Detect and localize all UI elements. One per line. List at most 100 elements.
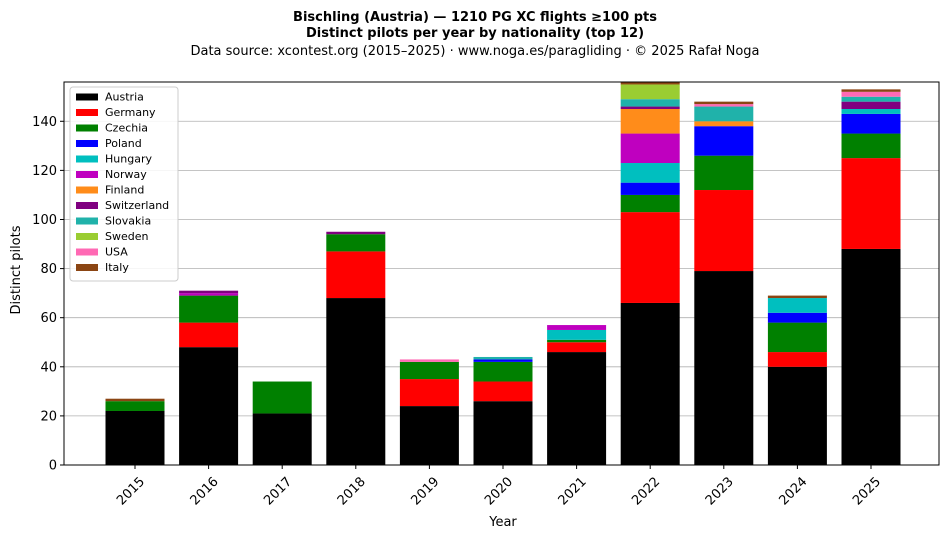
legend-swatch: [76, 93, 98, 101]
bar-segment: [547, 342, 607, 353]
bar-segment: [620, 212, 680, 303]
x-tick-label: 2015: [114, 474, 148, 508]
legend-swatch: [76, 140, 98, 147]
x-tick-label: 2025: [850, 474, 884, 508]
bar-segment: [620, 106, 680, 110]
bar-segment: [694, 155, 754, 191]
legend-swatch: [76, 248, 98, 256]
y-tick-label: 20: [40, 409, 57, 424]
bar-segment: [473, 401, 533, 465]
legend-label: Austria: [105, 91, 144, 104]
chart-title-line-1: Bischling (Austria) — 1210 PG XC flights…: [293, 10, 657, 25]
bar-segment: [767, 366, 827, 465]
y-tick-label: 80: [40, 262, 57, 277]
chart-subtitle: Data source: xcontest.org (2015–2025) · …: [190, 44, 759, 59]
legend-label: Italy: [105, 261, 129, 274]
legend-swatch: [76, 233, 98, 240]
legend-swatch: [76, 186, 98, 194]
bar-segment: [399, 406, 459, 465]
legend-swatch: [76, 124, 98, 132]
bar-segment: [694, 101, 754, 105]
x-tick-label: 2021: [556, 474, 590, 508]
bar-segment: [473, 359, 533, 362]
bar-segment: [841, 89, 901, 92]
legend-label: Slovakia: [105, 215, 151, 228]
bar-segment: [399, 379, 459, 407]
y-axis-ticks: 0 20 40 60 80 100 120 140: [32, 115, 64, 474]
bar-segment: [326, 234, 386, 252]
legend: Austria Germany Czechia Poland Hungary Norway…: [69, 86, 179, 282]
bar-segment: [620, 182, 680, 195]
legend-label: Czechia: [105, 122, 148, 135]
x-tick-label: 2016: [188, 474, 222, 508]
bar-segment: [252, 381, 312, 414]
bar-segment: [620, 194, 680, 213]
y-tick-label: 100: [32, 213, 57, 228]
bar-segment: [694, 104, 754, 107]
bar-segment: [767, 295, 827, 299]
plot-frame: [63, 81, 940, 466]
legend-swatch: [76, 171, 98, 178]
bar-segment: [620, 99, 680, 107]
bar-segment: [179, 347, 239, 465]
bar-segment: [694, 106, 754, 122]
bar-segment: [179, 295, 239, 323]
bar-segment: [105, 398, 165, 402]
bar-segment: [767, 312, 827, 323]
x-tick-label: 2024: [776, 474, 810, 508]
bar-segment: [179, 290, 239, 294]
bar-segment: [547, 352, 607, 465]
bar-segment: [620, 84, 680, 100]
y-tick-label: 40: [40, 360, 57, 375]
legend-swatch: [76, 202, 98, 209]
bar-segment: [326, 231, 386, 235]
bar-segment: [252, 413, 312, 465]
bar-segment: [767, 298, 827, 313]
bar-segment: [620, 82, 680, 85]
bar-segment: [547, 325, 607, 330]
bar-segment: [841, 113, 901, 134]
bar-segment: [620, 302, 680, 465]
x-tick-label: 2019: [408, 474, 442, 508]
bar-segment: [179, 293, 239, 296]
y-tick-label: 60: [40, 311, 57, 326]
legend-swatch: [76, 155, 98, 163]
legend-label: Norway: [105, 168, 147, 181]
bar-segment: [547, 329, 607, 340]
legend-swatch: [76, 217, 98, 225]
chart-title-line-2: Distinct pilots per year by nationality …: [306, 26, 644, 41]
legend-label: Sweden: [105, 230, 148, 243]
bar-segment: [105, 410, 165, 465]
bars: [105, 82, 901, 465]
bar-segment: [767, 352, 827, 367]
bar-segment: [326, 298, 386, 465]
bar-segment: [841, 96, 901, 102]
bar-segment: [767, 322, 827, 353]
bar-segment: [694, 271, 754, 465]
legend-label: Germany: [105, 106, 156, 119]
y-tick-label: 140: [32, 115, 57, 130]
bar-segment: [473, 381, 533, 402]
legend-label: USA: [105, 246, 128, 259]
bar-segment: [841, 133, 901, 159]
bar-segment: [694, 190, 754, 272]
y-tick-label: 0: [49, 459, 57, 474]
legend-label: Poland: [105, 137, 142, 150]
y-axis-label: Distinct pilots: [9, 225, 24, 314]
legend-swatch: [76, 264, 98, 271]
bar-segment: [841, 158, 901, 249]
bar-segment: [326, 251, 386, 299]
legend-swatch: [76, 109, 98, 116]
bar-segment: [841, 91, 901, 97]
bar-segment: [694, 126, 754, 156]
legend-label: Hungary: [105, 153, 152, 166]
bar-segment: [620, 163, 680, 183]
bar-segment: [399, 361, 459, 380]
bar-segment: [841, 248, 901, 465]
bar-segment: [694, 121, 754, 127]
x-tick-label: 2017: [261, 474, 295, 508]
x-tick-label: 2022: [629, 474, 663, 508]
legend-box: [69, 86, 179, 282]
bar-segment: [399, 359, 459, 362]
